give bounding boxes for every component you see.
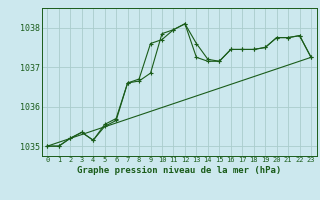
X-axis label: Graphe pression niveau de la mer (hPa): Graphe pression niveau de la mer (hPa) (77, 166, 281, 175)
